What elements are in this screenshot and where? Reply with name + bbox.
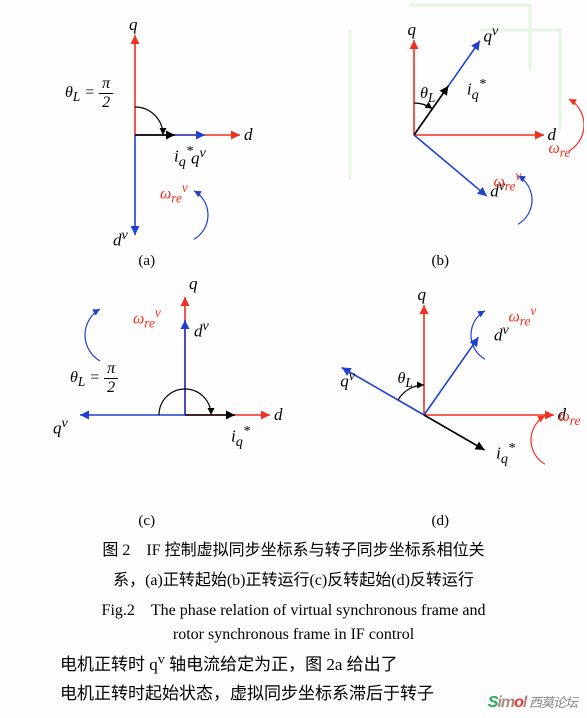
figure-grid: (a) qdqvdviq*θL = π2ωrev (b) qdqvdviq*θL… <box>0 0 587 530</box>
figure-caption: 图 2 IF 控制虚拟同步坐标系与转子同步坐标系相位关 系，(a)正转起始(b)… <box>0 536 587 644</box>
subfigure-c: (c) qddvqviq*θL = π2ωrev <box>0 270 294 530</box>
subfigure-b: (b) qdqvdviq*θLωreωrev <box>294 10 587 270</box>
body-line-2: 电机正转时起始状态，虚拟同步坐标系滞后于转子 <box>26 679 561 704</box>
axes-svg <box>294 270 584 530</box>
caption-zh-2: 系，(a)正转起始(b)正转运行(c)反转起始(d)反转运行 <box>26 566 561 590</box>
caption-en-2: rotor synchronous frame in IF control <box>26 626 561 644</box>
body-line-1: 电机正转时 qv 轴电流给定为正，图 2a 给出了 <box>26 650 561 675</box>
sublabel-c: (c) <box>138 513 155 530</box>
subfigure-d: (d) qddvqviq*θLωreωrev <box>294 270 587 530</box>
watermark-logo: Simol 西莫论坛 <box>488 692 577 712</box>
sublabel-d: (d) <box>432 513 450 530</box>
caption-en-1: Fig.2 The phase relation of virtual sync… <box>26 596 561 620</box>
caption-zh-1: 图 2 IF 控制虚拟同步坐标系与转子同步坐标系相位关 <box>26 536 561 560</box>
axes-svg <box>294 10 584 270</box>
page: (a) qdqvdviq*θL = π2ωrev (b) qdqvdviq*θL… <box>0 0 587 718</box>
sublabel-b: (b) <box>432 253 450 270</box>
subfigure-a: (a) qdqvdviq*θL = π2ωrev <box>0 10 294 270</box>
sublabel-a: (a) <box>138 253 155 270</box>
